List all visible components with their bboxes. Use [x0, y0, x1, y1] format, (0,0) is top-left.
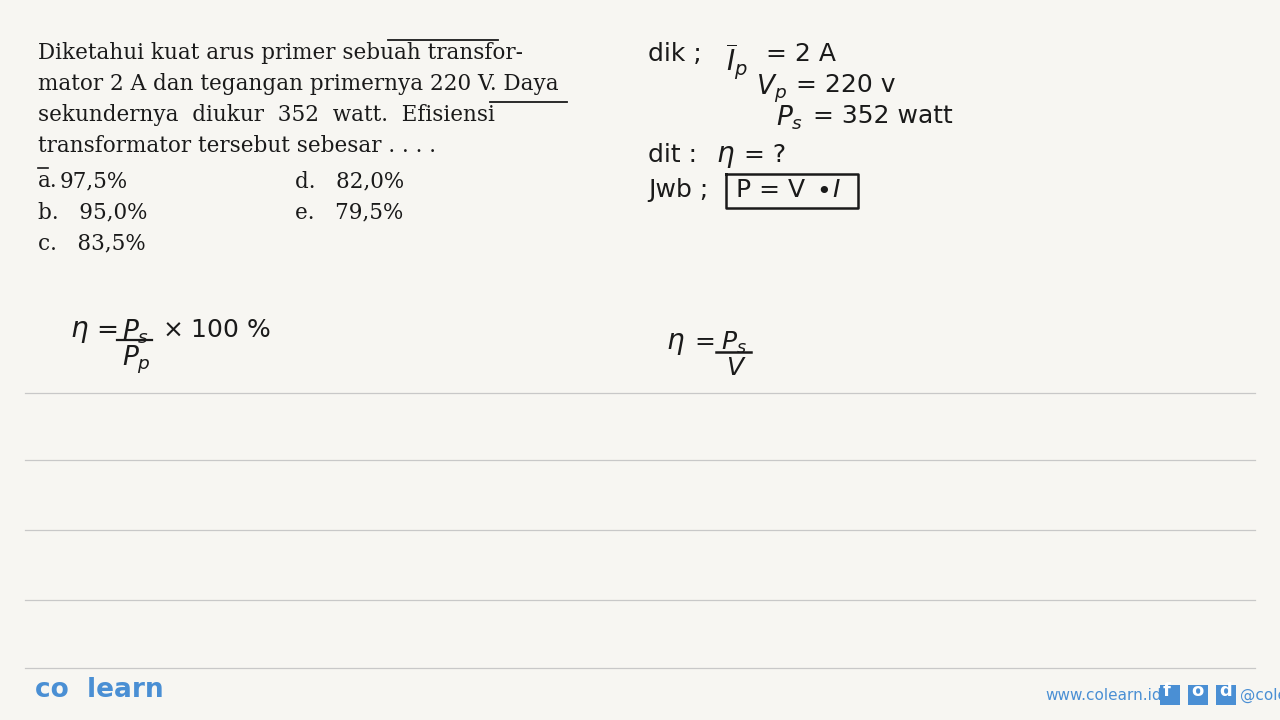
Text: •: • [817, 180, 831, 204]
Text: mator 2 A dan tegangan primernya 220 V. Daya: mator 2 A dan tegangan primernya 220 V. … [38, 73, 558, 95]
Text: Jwb ;: Jwb ; [648, 178, 708, 202]
Text: $P_s$: $P_s$ [721, 330, 746, 356]
Text: I: I [832, 178, 840, 202]
Text: $P_s$: $P_s$ [122, 318, 150, 346]
Text: b.   95,0%: b. 95,0% [38, 201, 147, 223]
Text: www.colearn.id: www.colearn.id [1044, 688, 1162, 703]
FancyBboxPatch shape [1188, 685, 1208, 705]
Text: = ?: = ? [744, 143, 786, 167]
Text: = 220 v: = 220 v [796, 73, 896, 97]
Text: @colearn.id: @colearn.id [1240, 688, 1280, 703]
Text: = 2 A: = 2 A [765, 42, 836, 66]
Text: d: d [1219, 682, 1231, 700]
Text: =: = [694, 330, 714, 354]
Text: o: o [1190, 682, 1203, 700]
Text: = 352 watt: = 352 watt [813, 104, 952, 128]
Text: dik ;: dik ; [648, 42, 701, 66]
FancyBboxPatch shape [1216, 685, 1236, 705]
Text: P = V: P = V [736, 178, 805, 202]
Text: c.   83,5%: c. 83,5% [38, 232, 146, 254]
Text: $P_s$: $P_s$ [776, 104, 803, 132]
FancyBboxPatch shape [1160, 685, 1180, 705]
Text: $\overline{I}_p$: $\overline{I}_p$ [726, 42, 748, 83]
Text: e.   79,5%: e. 79,5% [294, 201, 403, 223]
Text: =: = [96, 318, 118, 344]
Text: $\eta$: $\eta$ [70, 318, 88, 345]
Text: $P_p$: $P_p$ [122, 344, 151, 377]
Text: $\eta$: $\eta$ [716, 143, 735, 170]
Text: transformator tersebut sebesar . . . .: transformator tersebut sebesar . . . . [38, 135, 436, 157]
Text: co  learn: co learn [35, 677, 164, 703]
Text: $\eta$: $\eta$ [666, 330, 685, 357]
Text: dit :: dit : [648, 143, 698, 167]
Text: $\times$ 100 %: $\times$ 100 % [163, 318, 271, 342]
Text: d.   82,0%: d. 82,0% [294, 170, 404, 192]
Text: $V_p$: $V_p$ [756, 73, 787, 105]
Text: a.: a. [38, 170, 58, 192]
Text: V: V [726, 356, 744, 380]
Text: Diketahui kuat arus primer sebuah transfor-: Diketahui kuat arus primer sebuah transf… [38, 42, 524, 64]
Text: sekundernya  diukur  352  watt.  Efisiensi: sekundernya diukur 352 watt. Efisiensi [38, 104, 495, 126]
Text: 97,5%: 97,5% [60, 170, 128, 192]
Text: f: f [1164, 682, 1171, 700]
